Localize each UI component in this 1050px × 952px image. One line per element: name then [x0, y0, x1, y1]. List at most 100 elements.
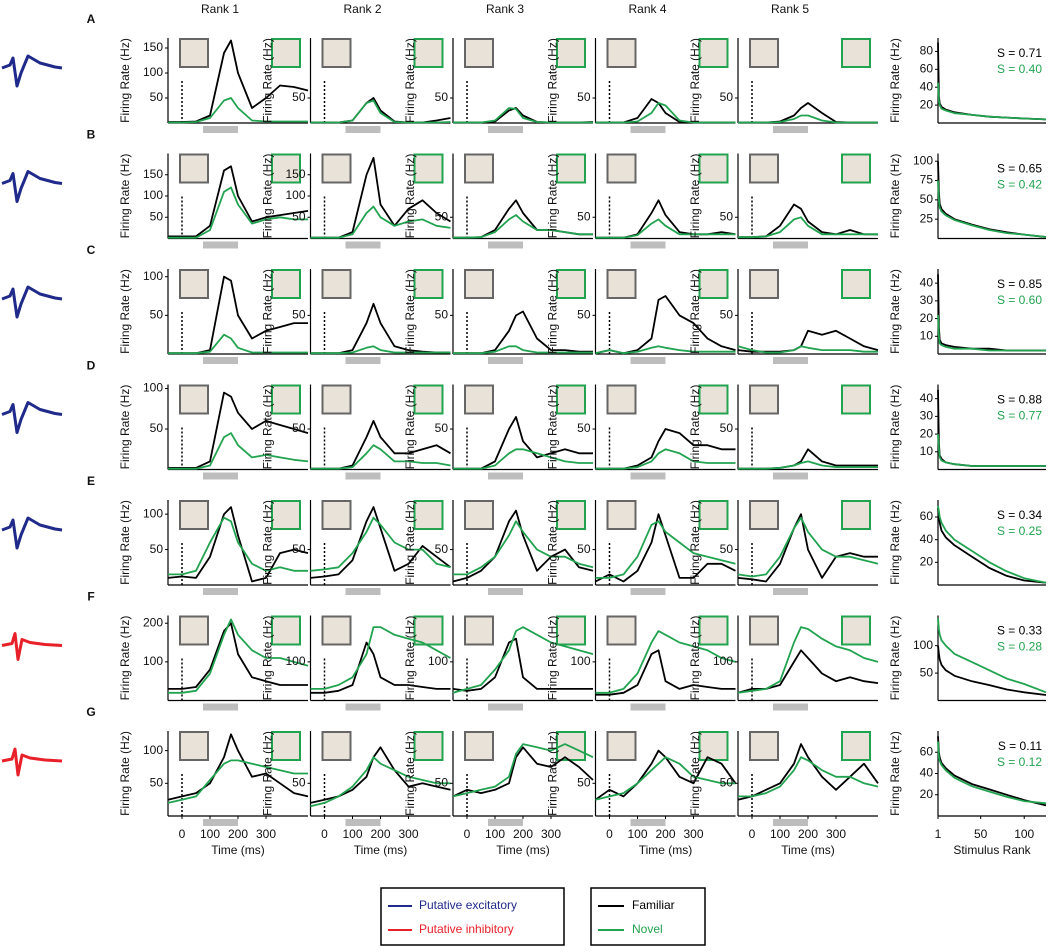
stimulus-image-novel — [841, 615, 871, 646]
stimulus-image-familiar — [179, 384, 209, 415]
series-line — [168, 618, 309, 694]
stimulus-image-familiar — [749, 384, 779, 415]
waveform-icon — [1, 54, 63, 88]
y-tick-label: 10 — [920, 328, 934, 342]
y-axis-label: Firing Rate (Hz) — [261, 731, 275, 816]
y-axis-label: Firing Rate (Hz) — [546, 269, 560, 354]
series-line — [310, 97, 451, 124]
series-line — [595, 756, 736, 801]
stimulus-bar — [488, 703, 523, 711]
series-line — [453, 214, 593, 239]
annotation: S = 0.71 — [997, 46, 1042, 60]
y-axis-label: Firing Rate (Hz) — [546, 731, 560, 816]
stimulus-bar — [203, 819, 238, 826]
stimulus-bar — [203, 588, 238, 595]
x-tick-label: 100 — [770, 827, 790, 841]
y-tick-label: 40 — [920, 391, 934, 405]
series-line — [310, 345, 451, 355]
y-axis-label: Firing Rate (Hz) — [888, 385, 902, 470]
stimulus-image-familiar — [749, 615, 779, 646]
y-axis-label: Firing Rate (Hz) — [118, 500, 132, 585]
annotation: S = 0.28 — [997, 640, 1042, 654]
y-tick-label: 100 — [428, 654, 448, 668]
series-line — [595, 630, 736, 694]
stimulus-image-novel — [271, 731, 301, 761]
y-tick-label: 100 — [143, 654, 163, 668]
series-line — [453, 310, 593, 355]
x-tick-label: 100 — [1014, 827, 1034, 841]
y-tick-label: 100 — [285, 654, 305, 668]
series-line — [453, 345, 593, 355]
y-tick-label: 60 — [920, 509, 934, 523]
waveform-icon — [1, 285, 63, 319]
series-line — [168, 186, 308, 239]
waveform-icon — [1, 401, 63, 434]
y-tick-label: 50 — [720, 90, 734, 104]
series-line — [937, 434, 1046, 467]
stimulus-image-familiar — [464, 153, 494, 184]
x-tick-label: 200 — [228, 827, 248, 841]
y-tick-label: 30 — [920, 409, 934, 423]
y-axis-label: Firing Rate (Hz) — [261, 38, 275, 123]
series-line — [937, 741, 1047, 805]
y-tick-label: 40 — [920, 275, 934, 289]
series-line — [310, 516, 451, 572]
series-line — [595, 102, 736, 124]
stimulus-image-familiar — [606, 384, 637, 415]
series-line — [595, 649, 736, 696]
x-tick-label: 300 — [826, 827, 846, 841]
stimulus-bar — [345, 588, 381, 595]
y-axis-label: Firing Rate (Hz) — [118, 38, 132, 123]
x-tick-label: 0 — [179, 827, 186, 841]
stimulus-image-novel — [413, 153, 444, 184]
series-line — [595, 199, 736, 239]
series-line — [937, 180, 1047, 238]
series-line — [168, 432, 309, 470]
y-tick-label: 20 — [920, 787, 934, 801]
stimulus-image-familiar — [749, 731, 779, 761]
y-tick-label: 50 — [577, 209, 591, 223]
y-tick-label: 50 — [720, 209, 734, 223]
y-axis-label: Firing Rate (Hz) — [888, 269, 902, 354]
y-axis-label: Firing Rate (Hz) — [546, 500, 560, 585]
series-line — [310, 626, 451, 690]
y-tick-label: 10 — [920, 444, 934, 458]
legend-label: Putative inhibitory — [419, 922, 514, 936]
stimulus-image-novel — [841, 153, 871, 184]
x-tick-label: 100 — [627, 827, 647, 841]
y-tick-label: 100 — [713, 654, 733, 668]
y-tick-label: 50 — [292, 775, 306, 789]
stimulus-bar — [773, 126, 808, 133]
x-tick-label: 300 — [541, 827, 561, 841]
column-title: Rank 5 — [771, 2, 809, 16]
stimulus-bar — [203, 241, 238, 249]
stimulus-bar — [630, 241, 666, 249]
y-tick-label: 100 — [570, 654, 590, 668]
y-tick-label: 20 — [920, 97, 934, 111]
y-axis-label: Firing Rate (Hz) — [688, 616, 702, 701]
series-line — [738, 460, 878, 470]
stimulus-image-familiar — [606, 500, 637, 530]
x-axis-label: Stimulus Rank — [953, 843, 1031, 857]
series-line — [168, 165, 309, 238]
y-axis-label: Firing Rate (Hz) — [261, 616, 275, 701]
stimulus-bar — [488, 472, 523, 480]
stimulus-image-novel — [413, 38, 444, 68]
stimulus-image-novel — [271, 38, 301, 68]
stimulus-bar — [203, 357, 238, 364]
annotation: S = 0.12 — [997, 755, 1042, 769]
stimulus-bar — [203, 126, 238, 133]
y-tick-label: 75 — [920, 173, 934, 187]
row-label: D — [87, 359, 96, 373]
stimulus-image-familiar — [321, 500, 352, 530]
y-axis-label: Firing Rate (Hz) — [261, 500, 275, 585]
y-tick-label: 50 — [577, 308, 591, 322]
series-line — [310, 420, 451, 470]
series-line — [594, 749, 737, 801]
series-line — [310, 506, 452, 579]
stimulus-image-novel — [556, 153, 586, 184]
y-tick-label: 50 — [435, 542, 449, 556]
y-axis-label: Firing Rate (Hz) — [118, 731, 132, 816]
stimulus-image-novel — [841, 269, 871, 299]
stimulus-bar — [345, 472, 381, 480]
